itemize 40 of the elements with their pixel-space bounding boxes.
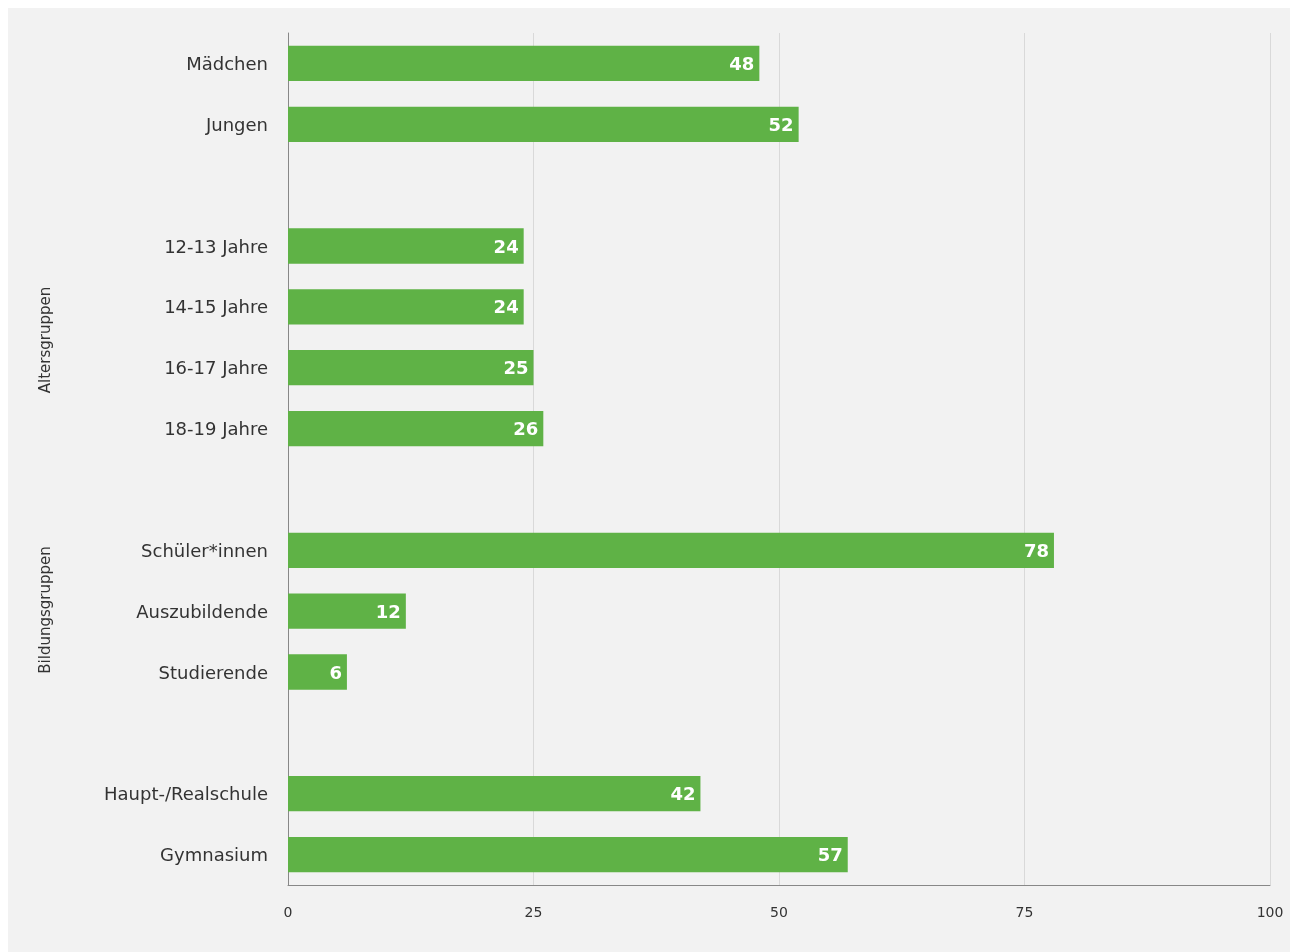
x-tick-label: 25 [524,904,543,920]
y-tick-label: Studierende [158,661,268,683]
data-label: 78 [1023,539,1049,561]
y-tick-label: Jungen [204,113,268,135]
y-tick-label: Haupt-/Realschule [104,783,268,805]
y-tick-label: 16-17 Jahre [164,357,268,379]
y-tick-label: Gymnasium [160,844,268,866]
bar [288,776,701,812]
bar [288,289,524,325]
data-label: 48 [729,52,755,74]
bar [288,106,799,142]
data-label: 24 [493,296,519,318]
bar [288,228,524,264]
y-tick-label: 12-13 Jahre [164,235,268,257]
bar [288,532,1054,568]
bar [288,410,544,447]
bar [288,45,760,82]
data-label: 57 [817,844,843,866]
data-label: 52 [768,113,794,135]
y-tick-label: Mädchen [186,52,268,74]
x-tick-label: 100 [1256,904,1284,920]
data-label: 42 [670,783,696,805]
bar [288,350,534,386]
data-label: 12 [375,600,401,622]
x-tick-label: 0 [283,904,293,920]
text: Altersgruppen [36,286,54,394]
y-tick-label: 14-15 Jahre [164,296,268,318]
data-label: 26 [513,418,539,440]
bar [288,654,347,690]
x-tick-label: 50 [770,904,788,920]
data-label: 6 [329,661,342,683]
bar [288,836,848,873]
bar [288,593,406,629]
x-tick-label: 75 [1015,904,1034,920]
text: Bildungsgruppen [36,546,54,674]
y-tick-label: Auszubildende [136,600,268,622]
data-label: 25 [503,357,529,379]
y-tick-label: Schüler*innen [141,539,268,561]
y-tick-label: 18-19 Jahre [164,418,268,440]
data-label: 24 [493,235,519,257]
